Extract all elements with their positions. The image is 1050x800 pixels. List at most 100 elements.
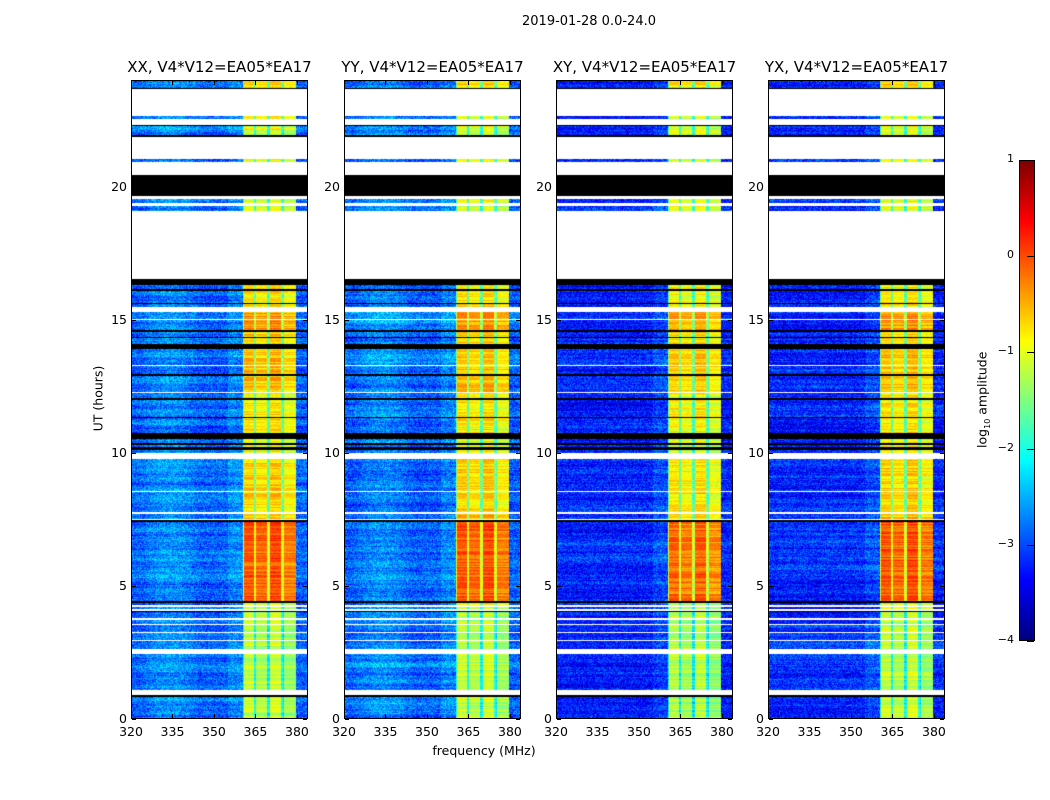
- x-tick-label: 380: [710, 724, 734, 739]
- x-tick-mark: [131, 81, 132, 85]
- y-tick-mark: [516, 585, 520, 587]
- x-tick-label: 350: [202, 724, 226, 739]
- x-tick-mark: [597, 714, 599, 718]
- y-tick-label: 20: [324, 178, 340, 194]
- y-tick-mark: [303, 585, 307, 587]
- x-tick-mark: [468, 714, 470, 718]
- y-tick-mark: [345, 319, 349, 321]
- y-tick-mark: [769, 186, 773, 188]
- x-tick-label: 365: [243, 724, 268, 739]
- colorbar-tick-mark: [1027, 352, 1034, 354]
- y-tick-label: 15: [748, 311, 764, 327]
- y-tick-mark: [940, 452, 944, 454]
- y-tick-mark: [769, 319, 773, 321]
- y-tick-label: 10: [536, 444, 552, 460]
- y-tick-label: 20: [536, 178, 552, 194]
- x-tick-mark: [344, 714, 345, 718]
- x-tick-mark: [556, 81, 557, 85]
- x-tick-mark: [680, 714, 682, 718]
- x-tick-mark: [385, 714, 387, 718]
- x-tick-label: 320: [332, 724, 356, 739]
- spectrogram-image: [769, 81, 944, 718]
- y-tick-label: 15: [111, 311, 127, 327]
- x-tick-mark: [809, 714, 811, 718]
- y-tick-label: 5: [756, 577, 764, 593]
- x-tick-mark: [468, 81, 470, 85]
- x-tick-label: 320: [756, 724, 780, 739]
- panel-title: YX, V4*V12=EA05*EA17: [764, 58, 949, 76]
- panel-title: XX, V4*V12=EA05*EA17: [127, 58, 312, 76]
- x-tick-mark: [809, 81, 811, 85]
- x-tick-label: 380: [922, 724, 946, 739]
- y-tick-label: 5: [119, 577, 127, 593]
- y-tick-label: 10: [111, 444, 127, 460]
- x-tick-label: 335: [585, 724, 610, 739]
- colorbar-tick-label: −2: [997, 440, 1014, 454]
- x-tick-mark: [638, 81, 640, 85]
- x-tick-label: 350: [415, 724, 439, 739]
- y-tick-mark: [557, 585, 561, 587]
- y-tick-mark: [769, 452, 773, 454]
- y-tick-mark: [303, 319, 307, 321]
- y-tick-mark: [516, 452, 520, 454]
- colorbar-tick-label: 1: [1007, 152, 1014, 165]
- y-tick-label: 0: [756, 711, 764, 726]
- x-tick-mark: [385, 81, 387, 85]
- y-tick-mark: [557, 319, 561, 321]
- x-tick-mark: [296, 81, 298, 85]
- y-axis-label: UT (hours): [90, 365, 106, 432]
- y-tick-label: 20: [748, 178, 764, 194]
- y-tick-mark: [557, 719, 561, 720]
- y-tick-mark: [728, 452, 732, 454]
- x-tick-mark: [556, 714, 557, 718]
- y-tick-mark: [345, 585, 349, 587]
- y-tick-mark: [303, 186, 307, 188]
- colorbar-tick-label: −4: [997, 633, 1014, 646]
- y-tick-label: 5: [332, 577, 340, 593]
- x-tick-mark: [509, 714, 511, 718]
- y-tick-mark: [132, 186, 136, 188]
- x-tick-mark: [768, 714, 769, 718]
- x-tick-label: 320: [119, 724, 143, 739]
- y-tick-mark: [303, 452, 307, 454]
- x-tick-mark: [296, 714, 298, 718]
- y-tick-mark: [345, 452, 349, 454]
- x-tick-label: 365: [668, 724, 693, 739]
- x-tick-mark: [131, 714, 132, 718]
- x-tick-mark: [509, 81, 511, 85]
- spectrogram-panel-1: [131, 80, 308, 719]
- panel-title: YY, V4*V12=EA05*EA17: [341, 58, 524, 76]
- colorbar-tick-label: −3: [997, 536, 1014, 550]
- x-tick-mark: [597, 81, 599, 85]
- x-tick-mark: [933, 714, 935, 718]
- x-tick-mark: [892, 714, 894, 718]
- y-tick-mark: [728, 186, 732, 188]
- y-tick-label: 10: [324, 444, 340, 460]
- y-tick-label: 5: [544, 577, 552, 593]
- x-tick-mark: [721, 714, 723, 718]
- y-tick-mark: [728, 719, 732, 720]
- spectrogram-image: [132, 81, 307, 718]
- x-tick-label: 365: [456, 724, 481, 739]
- y-tick-mark: [940, 585, 944, 587]
- colorbar-tick-label: 0: [1007, 248, 1014, 262]
- y-tick-label: 15: [324, 311, 340, 327]
- y-tick-mark: [728, 319, 732, 321]
- colorbar: [1019, 160, 1035, 641]
- x-tick-label: 335: [160, 724, 185, 739]
- x-tick-label: 380: [285, 724, 309, 739]
- x-tick-label: 350: [839, 724, 863, 739]
- spectrogram-image: [345, 81, 520, 718]
- x-tick-mark: [344, 81, 345, 85]
- y-tick-mark: [940, 186, 944, 188]
- y-tick-mark: [769, 585, 773, 587]
- x-tick-label: 335: [797, 724, 822, 739]
- colorbar-tick-mark: [1027, 448, 1034, 450]
- x-tick-mark: [255, 81, 257, 85]
- panel-title: XY, V4*V12=EA05*EA17: [552, 58, 737, 76]
- x-tick-mark: [172, 81, 174, 85]
- x-tick-label: 380: [498, 724, 522, 739]
- x-tick-mark: [892, 81, 894, 85]
- x-tick-label: 365: [880, 724, 905, 739]
- x-tick-mark: [638, 714, 640, 718]
